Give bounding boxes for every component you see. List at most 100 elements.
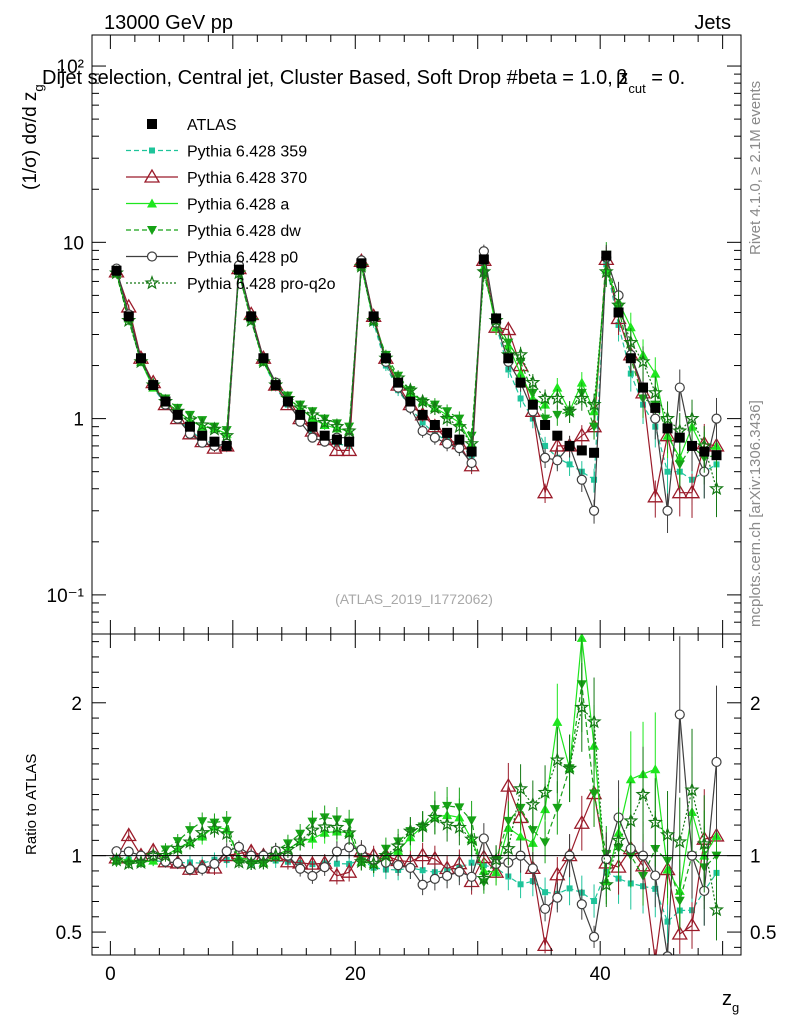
ratio-point xyxy=(566,885,573,892)
ratio-point xyxy=(659,826,676,842)
ratio-point xyxy=(611,832,627,847)
atlas-point xyxy=(246,311,257,322)
legend-item: Pythia 6.428 pro-q2o xyxy=(126,275,336,293)
ratio-point xyxy=(562,760,578,775)
data-point xyxy=(562,403,578,418)
atlas-point xyxy=(319,430,330,441)
data-point xyxy=(304,406,320,422)
ratio-point xyxy=(341,825,357,840)
ratio-point xyxy=(182,834,198,849)
atlas-point xyxy=(380,353,391,364)
atlas-point xyxy=(258,353,269,364)
ratio-point xyxy=(405,862,416,873)
data-point xyxy=(662,505,673,516)
data-point xyxy=(417,425,428,437)
legend-item: Pythia 6.428 a xyxy=(126,197,289,214)
ratio-point xyxy=(488,851,504,867)
ratio-point xyxy=(221,846,232,857)
selection-title: Dijet selection, Central jet, Cluster Ba… xyxy=(42,67,685,96)
data-point xyxy=(591,476,598,483)
ratio-line-pq2o xyxy=(605,789,718,911)
atlas-point xyxy=(540,419,551,430)
ratio-point xyxy=(549,752,565,767)
atlas-point xyxy=(625,353,636,364)
ratio-point xyxy=(243,855,259,871)
ratio-point xyxy=(586,714,602,729)
data-point xyxy=(552,410,563,420)
ratio-point xyxy=(536,937,554,952)
ratio-point xyxy=(708,901,725,917)
ratio-line-pp0 xyxy=(605,714,718,955)
atlas-point xyxy=(209,436,220,447)
ratio-point xyxy=(671,925,688,940)
ratio-point xyxy=(197,817,208,827)
y-axis-label-main: (1/σ) dσ/d z xyxy=(20,92,41,190)
ratio-point xyxy=(231,854,247,869)
rivet-label: Rivet 4.1.0, ≥ 2.1M events xyxy=(747,81,764,255)
ratio-point xyxy=(209,858,220,870)
ratio-tick-label-right: 2 xyxy=(750,694,761,715)
ratio-point xyxy=(683,917,701,932)
legend-label: Pythia 6.428 a xyxy=(187,197,289,214)
selection-main: Dijet selection, Central jet, Cluster Ba… xyxy=(42,67,628,89)
atlas-point xyxy=(172,409,183,420)
ratio-point xyxy=(295,863,306,874)
data-point xyxy=(623,334,639,349)
ratio-point xyxy=(378,847,394,863)
data-point xyxy=(576,377,587,387)
legend-item: Pythia 6.428 370 xyxy=(126,168,307,187)
ratio-point xyxy=(454,866,465,877)
data-point xyxy=(219,427,235,443)
data-point xyxy=(574,390,590,405)
ratio-point xyxy=(650,764,661,774)
atlas-point xyxy=(184,421,195,432)
ratio-point xyxy=(402,823,418,838)
ratio-point xyxy=(341,863,358,878)
ratio-line-pa xyxy=(605,768,718,893)
data-point xyxy=(317,414,333,430)
atlas-point xyxy=(233,264,244,275)
atlas-point xyxy=(331,434,342,445)
data-point xyxy=(576,474,587,485)
legend-marker xyxy=(146,251,158,262)
data-point xyxy=(650,368,661,378)
data-point xyxy=(427,400,443,415)
ratio-point xyxy=(500,777,517,792)
ratio-point xyxy=(184,864,196,875)
data-point xyxy=(674,382,685,393)
ratio-point xyxy=(280,841,296,856)
atlas-point xyxy=(429,419,440,430)
x-tick-label: 40 xyxy=(590,964,611,985)
ratio-line-p359 xyxy=(606,871,717,923)
ratio-point xyxy=(478,833,489,844)
ratio-point xyxy=(588,931,600,942)
atlas-point xyxy=(295,409,306,420)
data-point xyxy=(307,432,318,443)
ratio-point xyxy=(537,784,553,799)
y-tick-label: 10 xyxy=(63,233,84,254)
atlas-point xyxy=(466,446,477,457)
ratio-point xyxy=(304,822,320,837)
ratio-point xyxy=(542,889,549,896)
atlas-point xyxy=(650,402,661,413)
ratio-point xyxy=(329,819,345,834)
series-line-pq2o xyxy=(605,271,718,489)
y-tick-label: 1 xyxy=(73,410,84,431)
legend-item: ATLAS xyxy=(147,117,237,134)
ratio-point xyxy=(145,847,161,863)
ratio-point xyxy=(552,716,563,726)
atlas-point xyxy=(699,446,710,457)
data-point xyxy=(500,321,517,336)
x-axis-label-main: z xyxy=(722,988,732,1010)
atlas-point xyxy=(307,421,318,432)
atlas-point xyxy=(638,382,649,393)
ratio-point xyxy=(464,831,480,846)
data-point xyxy=(573,427,590,442)
data-point xyxy=(566,461,573,468)
y-axis-label-sub: g xyxy=(31,84,46,91)
data-point xyxy=(402,382,418,397)
ratio-point xyxy=(419,867,426,874)
ratio-point xyxy=(650,870,661,881)
data-point xyxy=(549,390,565,405)
